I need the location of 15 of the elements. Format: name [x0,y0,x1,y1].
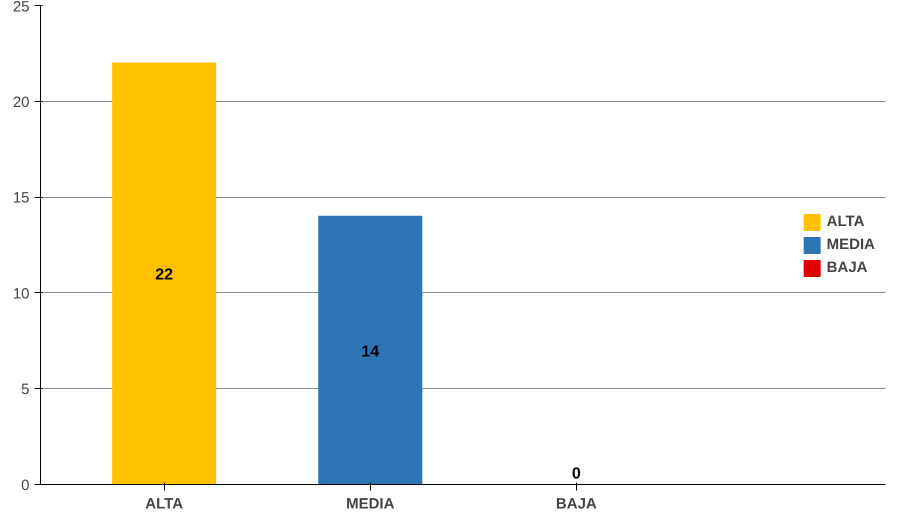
y-tick-label: 10 [12,285,30,302]
data-label: 0 [572,466,581,482]
legend-label: ALTA [826,213,864,230]
y-tick-label: 15 [12,190,30,207]
x-tick-label: MEDIA [346,496,395,512]
y-tick-label: 5 [21,381,30,398]
data-label: 22 [155,266,174,284]
legend-label: MEDIA [826,236,875,253]
x-tick-label: BAJA [556,496,597,512]
data-label: 14 [361,343,380,360]
y-tick-label: 20 [12,94,30,111]
x-tick-label: ALTA [145,496,184,512]
y-tick-label: 0 [21,477,30,494]
legend-label: BAJA [826,259,868,276]
y-tick-label: 25 [12,0,30,16]
